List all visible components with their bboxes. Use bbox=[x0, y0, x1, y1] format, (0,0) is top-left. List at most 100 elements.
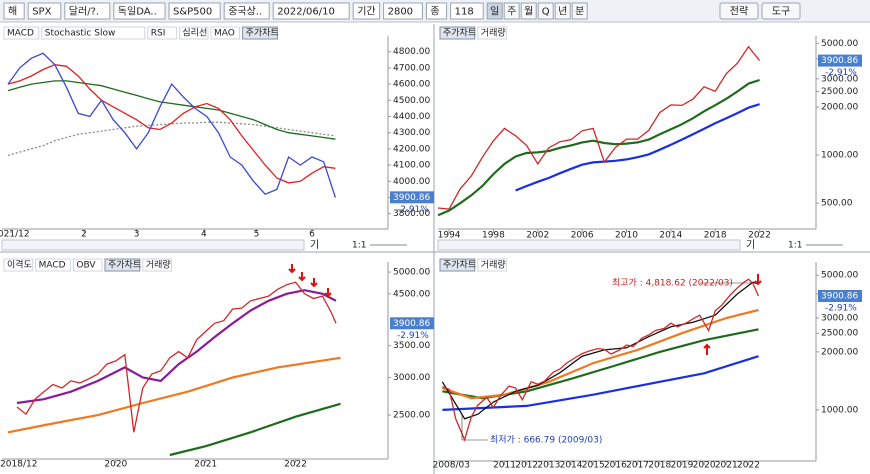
tab[interactable] bbox=[210, 26, 241, 40]
signal-arrow bbox=[703, 343, 711, 355]
price-line bbox=[442, 328, 759, 400]
toolbar-field[interactable] bbox=[3, 2, 25, 20]
tab-label: Stochastic Slow bbox=[45, 29, 116, 39]
signal-arrow bbox=[298, 272, 306, 282]
tab[interactable] bbox=[3, 26, 40, 40]
last-price-box bbox=[818, 289, 862, 302]
y-tick-label: 4600.00 bbox=[393, 80, 430, 90]
x-tick-label: 2002 bbox=[526, 231, 549, 241]
scroll-label: 1:1 bbox=[788, 241, 802, 251]
y-tick-label: 500.00 bbox=[821, 199, 853, 209]
tab-label: 주가차트 bbox=[443, 27, 476, 39]
tab[interactable] bbox=[477, 258, 507, 272]
x-tick-label: 2020 bbox=[104, 460, 127, 470]
x-tick-label: 2020 bbox=[693, 461, 716, 471]
tab[interactable] bbox=[104, 258, 141, 272]
scroll-label: 1:1 bbox=[352, 241, 366, 251]
last-price: 3900.86 bbox=[821, 56, 858, 66]
y-tick-label: 4300.00 bbox=[393, 128, 430, 138]
toolbar-field[interactable] bbox=[383, 2, 423, 20]
toolbar-field[interactable] bbox=[450, 2, 484, 20]
tab-label: OBV bbox=[76, 261, 96, 271]
tab[interactable] bbox=[35, 258, 71, 272]
last-price: 3900.86 bbox=[393, 319, 430, 329]
tab[interactable] bbox=[72, 258, 103, 272]
x-tick-label: 2014 bbox=[659, 231, 682, 241]
tab-label: MAO bbox=[214, 29, 235, 39]
tab[interactable] bbox=[242, 26, 278, 40]
price-line bbox=[7, 52, 337, 198]
last-price-box bbox=[390, 191, 434, 204]
toolbar-button-label: 도구 bbox=[772, 7, 790, 18]
scroll-label: 기 bbox=[746, 239, 755, 251]
signal-arrow bbox=[288, 264, 296, 274]
scrollbar[interactable] bbox=[437, 239, 741, 251]
toolbar-label: 2022/06/10 bbox=[277, 7, 335, 18]
annotation: 최고가 : 4,818.62 (2022/03) bbox=[612, 278, 733, 289]
period-button[interactable] bbox=[520, 2, 537, 20]
x-tick-label: 2018 bbox=[704, 231, 727, 241]
tab[interactable] bbox=[147, 26, 177, 40]
tab[interactable] bbox=[41, 26, 146, 40]
x-tick-label: 6 bbox=[309, 230, 315, 240]
x-tick-label: 1994 bbox=[438, 231, 461, 241]
y-tick-label: 2000.00 bbox=[821, 102, 858, 112]
toolbar-button-label: 전략 bbox=[730, 6, 748, 18]
y-tick-label: 4500.00 bbox=[393, 289, 430, 299]
y-tick-label: 1000.00 bbox=[821, 405, 858, 415]
scrollbar[interactable] bbox=[1, 239, 305, 251]
toolbar-button[interactable] bbox=[761, 2, 801, 20]
toolbar-field[interactable] bbox=[425, 2, 448, 20]
x-tick-label: 3 bbox=[134, 230, 140, 240]
tab-label: 심리선 bbox=[182, 28, 207, 39]
toolbar-field[interactable] bbox=[223, 2, 270, 20]
period-button[interactable] bbox=[537, 2, 554, 20]
period-label: 일 bbox=[490, 6, 499, 18]
x-tick-label: 2022 bbox=[748, 231, 771, 241]
tab-label: MACD bbox=[7, 29, 34, 39]
period-label: 분 bbox=[575, 6, 584, 18]
toolbar-label: 중국상.. bbox=[228, 6, 262, 18]
tab[interactable] bbox=[3, 258, 34, 272]
toolbar-field[interactable] bbox=[113, 2, 166, 20]
toolbar-button[interactable] bbox=[719, 2, 759, 20]
period-button[interactable] bbox=[571, 2, 588, 20]
x-tick-label: 2015 bbox=[582, 461, 605, 471]
tab[interactable] bbox=[439, 26, 476, 40]
x-tick-label: 2017 bbox=[626, 461, 649, 471]
tab-label: 주가차트 bbox=[108, 259, 141, 271]
scroll-label: 기 bbox=[310, 239, 319, 251]
y-tick-label: 4800.00 bbox=[393, 47, 430, 57]
price-line bbox=[442, 278, 760, 442]
price-line bbox=[169, 402, 341, 457]
y-tick-label: 2500.00 bbox=[393, 411, 430, 421]
last-price-box bbox=[818, 54, 862, 67]
toolbar-label: S&P500 bbox=[173, 7, 212, 18]
tab[interactable] bbox=[142, 258, 172, 272]
x-tick-label: 2006 bbox=[571, 231, 594, 241]
toolbar-field[interactable] bbox=[27, 2, 62, 20]
toolbar-field[interactable] bbox=[168, 2, 221, 20]
y-tick-label: 3000.00 bbox=[393, 373, 430, 383]
period-button[interactable] bbox=[503, 2, 520, 20]
y-tick-label: 2500.00 bbox=[821, 329, 858, 339]
tab[interactable] bbox=[439, 258, 476, 272]
period-button[interactable] bbox=[554, 2, 571, 20]
x-tick-label: 2008/03 bbox=[433, 461, 470, 471]
signal-arrow bbox=[324, 288, 332, 298]
x-tick-label: 1998 bbox=[482, 231, 505, 241]
toolbar-field[interactable] bbox=[272, 2, 350, 20]
x-tick-label: 2 bbox=[81, 230, 87, 240]
toolbar-field[interactable] bbox=[64, 2, 111, 20]
last-price: 3900.86 bbox=[821, 291, 858, 301]
tab[interactable] bbox=[477, 26, 507, 40]
annotation: 최저가 : 666.79 (2009/03) bbox=[490, 435, 602, 446]
signal-arrow bbox=[754, 274, 762, 286]
toolbar-field[interactable] bbox=[352, 2, 381, 20]
tab[interactable] bbox=[178, 26, 209, 40]
change-label: -2.91% bbox=[397, 205, 429, 215]
tab-label: RSI bbox=[151, 29, 166, 39]
y-tick-label: 5000.00 bbox=[821, 271, 858, 281]
period-button[interactable] bbox=[486, 2, 503, 20]
